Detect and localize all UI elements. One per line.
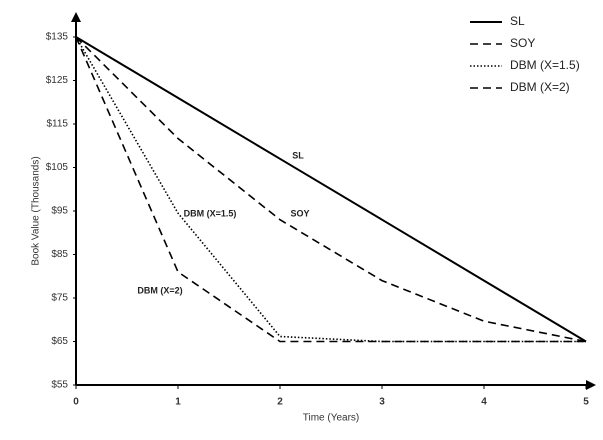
- y-axis-title: Book Value (Thousands): [31, 156, 42, 265]
- y-tick-label: $115: [46, 119, 68, 130]
- x-axis-arrow: [586, 380, 596, 390]
- y-tick-label: $135: [46, 32, 69, 43]
- y-tick-label: $95: [51, 206, 68, 217]
- y-tick-label: $75: [51, 293, 68, 304]
- annotation: DBM (X=1.5): [184, 208, 237, 218]
- x-tick-label: 1: [175, 397, 181, 408]
- series-line: [75, 36, 587, 343]
- x-tick-label: 3: [379, 397, 385, 408]
- x-tick-label: 0: [73, 397, 79, 408]
- y-axis-arrow: [71, 12, 81, 22]
- legend-label: SL: [510, 14, 525, 28]
- y-tick-label: $125: [46, 75, 69, 86]
- y-tick-label: $105: [46, 162, 69, 173]
- legend-label: DBM (X=1.5): [510, 58, 580, 72]
- x-tick-label: 5: [583, 397, 589, 408]
- legend-label: DBM (X=2): [510, 80, 570, 94]
- y-tick-label: $55: [51, 380, 68, 391]
- x-tick-label: 4: [481, 397, 487, 408]
- y-tick-label: $85: [51, 249, 68, 260]
- annotation: DBM (X=2): [137, 285, 182, 295]
- annotation: SL: [292, 150, 304, 160]
- y-tick-label: $65: [51, 336, 68, 347]
- annotation: SOY: [290, 208, 309, 218]
- x-axis-title: Time (Years): [303, 413, 360, 424]
- legend-label: SOY: [510, 36, 535, 50]
- x-tick-label: 2: [277, 397, 283, 408]
- series-line: [75, 36, 587, 343]
- series-line: [75, 36, 586, 343]
